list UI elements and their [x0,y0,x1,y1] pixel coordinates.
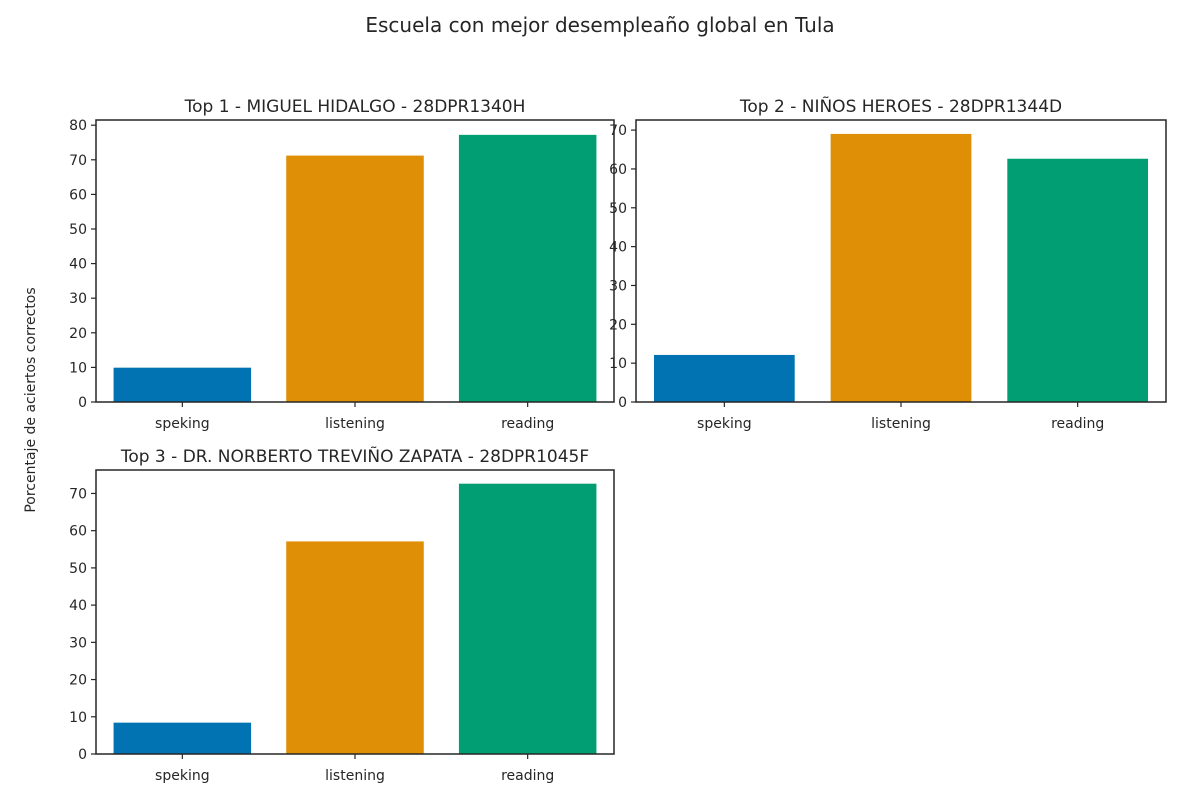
bar-reading [458,134,598,403]
y-tick-label: 20 [69,326,87,342]
y-tick-label: 40 [609,240,627,256]
axes-frame [95,469,615,755]
figure-ylabel: Porcentaje de aciertos correctos [23,287,39,512]
y-tick-label: 30 [609,278,627,294]
y-tick-label: 20 [69,673,87,689]
y-tick-label: 50 [69,222,87,238]
y-tick-label: 60 [69,524,87,540]
y-tick-label: 50 [69,561,87,577]
bar-speking [112,722,252,755]
y-tick-label: 50 [609,201,627,217]
bar-listening [830,133,972,403]
y-tick-label: 10 [609,356,627,372]
x-tick-label: reading [501,416,554,432]
x-tick-label: listening [871,416,931,432]
chart-title: Top 1 - MIGUEL HIDALGO - 28DPR1340H [184,97,526,117]
x-tick-label: reading [1051,416,1104,432]
chart-panels: Top 1 - MIGUEL HIDALGO - 28DPR1340H speki… [69,95,1167,784]
y-tick-label: 0 [618,395,627,411]
y-tick-label: 0 [78,747,87,763]
y-tick-label: 70 [69,486,87,502]
bar-listening [285,154,425,403]
chart-title: Top 2 - NIÑOS HEROES - 28DPR1344D [739,95,1062,117]
chart-panel-2: Top 2 - NIÑOS HEROES - 28DPR1344D speking… [609,95,1167,432]
y-tick-label: 30 [69,635,87,651]
bar-listening [285,540,425,755]
x-tick-label: listening [325,768,385,784]
chart-title: Top 3 - DR. NORBERTO TREVIÑO ZAPATA - 28… [120,445,589,467]
bar-reading [458,483,598,755]
chart-panel-3: Top 3 - DR. NORBERTO TREVIÑO ZAPATA - 28… [69,445,615,784]
y-tick-label: 10 [69,360,87,376]
axes-frame [635,119,1167,403]
bar-speking [653,354,796,403]
bar-speking [112,367,252,403]
x-tick-label: reading [501,768,554,784]
chart-panel-1: Top 1 - MIGUEL HIDALGO - 28DPR1340H speki… [69,97,615,432]
x-tick-label: speking [697,416,752,432]
figure-title: Escuela con mejor desempleaño global en … [365,13,834,37]
axes-frame [95,119,615,403]
y-tick-label: 10 [69,710,87,726]
y-tick-label: 30 [69,291,87,307]
y-tick-label: 40 [69,598,87,614]
y-tick-label: 60 [609,162,627,178]
y-tick-label: 70 [69,153,87,169]
y-tick-label: 70 [609,123,627,139]
y-tick-label: 80 [69,118,87,134]
x-tick-label: listening [325,416,385,432]
y-tick-label: 40 [69,257,87,273]
x-tick-label: speking [155,416,210,432]
y-tick-label: 20 [609,317,627,333]
y-tick-label: 60 [69,187,87,203]
y-tick-label: 0 [78,395,87,411]
bar-reading [1006,158,1149,403]
x-tick-label: speking [155,768,210,784]
